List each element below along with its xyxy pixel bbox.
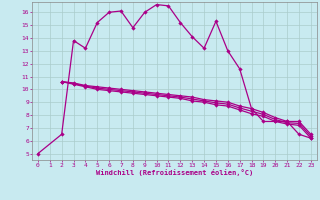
X-axis label: Windchill (Refroidissement éolien,°C): Windchill (Refroidissement éolien,°C): [96, 169, 253, 176]
